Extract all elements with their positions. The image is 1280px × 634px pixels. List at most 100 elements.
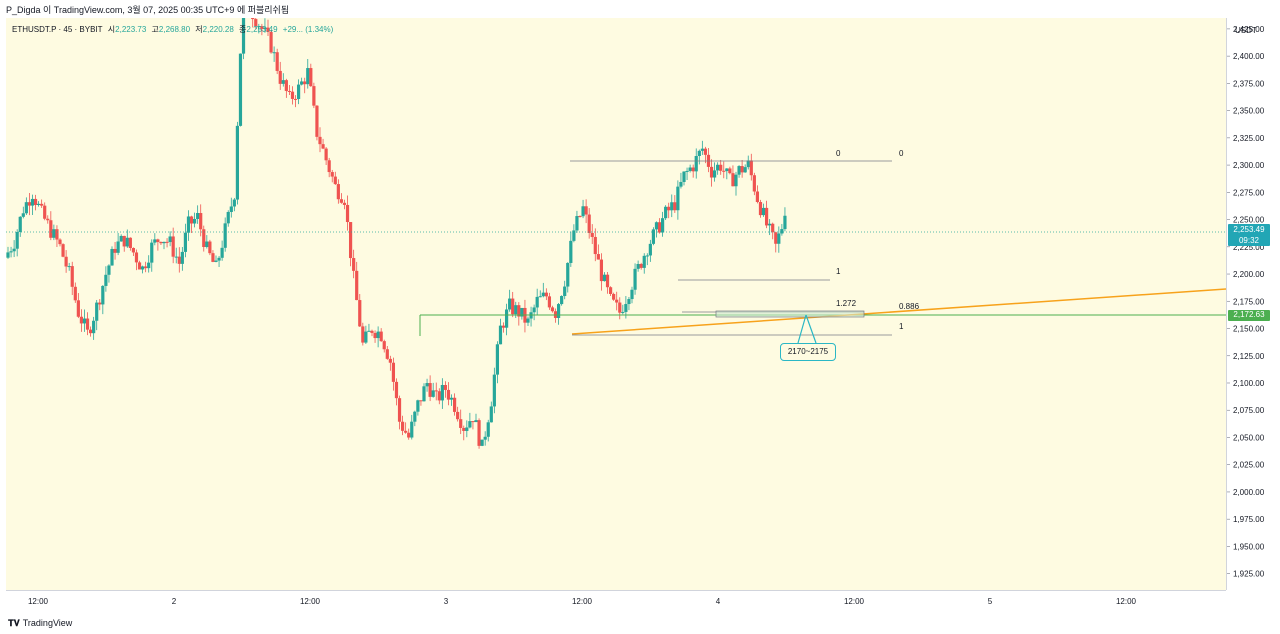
candle-up [15, 232, 19, 249]
candle-down [88, 329, 93, 334]
candle-down [511, 298, 515, 315]
candle-up [633, 268, 637, 290]
candle-up [712, 170, 717, 178]
candle-up [575, 216, 579, 231]
candle-down [46, 218, 50, 221]
candle-down [278, 70, 282, 84]
candle-up [648, 243, 652, 256]
candle-up [526, 318, 530, 323]
y-tick-label: 2,225.00 [1233, 243, 1265, 252]
candle-up [768, 223, 772, 226]
candle-down [428, 383, 432, 397]
candle-up [153, 239, 157, 243]
candle-down [339, 199, 344, 203]
fib-lower-label-0886: 0.886 [899, 302, 920, 311]
price-axis[interactable]: USDT 2,425.00 2,400.00 2,375.00 2,350.00 2,3… [1226, 18, 1275, 590]
candle-down [722, 170, 726, 172]
candle-down [269, 32, 273, 53]
candle-up [95, 302, 99, 321]
candle-up [602, 274, 607, 282]
y-tick-label: 2,275.00 [1233, 188, 1265, 197]
candle-down [293, 98, 298, 100]
candle-up [30, 198, 35, 206]
candle-down [755, 191, 760, 203]
candle-up [24, 202, 28, 214]
candle-down [122, 235, 126, 247]
candle-up [694, 156, 698, 172]
candle-down [550, 307, 555, 312]
chart-panel[interactable]: 0 0 1 1.272 0.886 1 ETHUSDT.P · 45 · BYB… [6, 18, 1226, 590]
candle-up [627, 299, 631, 305]
candle-up [263, 27, 267, 30]
candle-down [471, 421, 475, 423]
candle-up [205, 241, 209, 247]
candle-up [465, 427, 469, 431]
publish-header: P_Digda 이 TradingView.com, 3월 07, 2025 0… [0, 0, 1280, 18]
candle-down [728, 168, 732, 174]
candle-up [214, 260, 218, 262]
y-tick-label: 1,925.00 [1233, 570, 1265, 579]
candle-up [700, 148, 704, 151]
candle-up [238, 53, 243, 126]
candle-down [98, 302, 102, 305]
candle-down [462, 427, 466, 431]
candle-down [578, 216, 582, 218]
candle-down [452, 397, 457, 412]
candle-down [70, 266, 74, 287]
candle-down [590, 232, 594, 237]
candle-up [186, 216, 191, 233]
candle-up [474, 420, 478, 423]
candles-group [6, 18, 787, 449]
y-tick-label: 2,025.00 [1233, 461, 1265, 470]
y-tick-label: 2,175.00 [1233, 297, 1265, 306]
candle-up [67, 266, 71, 268]
candle-up [147, 262, 151, 269]
candle-up [737, 166, 741, 175]
candle-down [764, 207, 769, 226]
x-tick-label: 12:00 [844, 597, 865, 606]
candle-down [605, 274, 610, 288]
candle-down [691, 167, 695, 172]
candle-up [514, 305, 518, 315]
candle-down [202, 229, 206, 247]
candle-down [40, 203, 44, 206]
candle-down [407, 432, 411, 438]
y-tick-label: 2,350.00 [1233, 107, 1265, 116]
brand: 𝐓𝐕 TradingView [8, 618, 72, 629]
candle-up [116, 241, 120, 253]
candle-up [780, 229, 784, 234]
candle-down [612, 293, 616, 300]
candle-up [300, 81, 304, 85]
candle-down [517, 305, 521, 317]
time-axis-ticks: 12:00212:00312:00412:00512:00612:00712:0… [28, 597, 1265, 606]
candle-down [758, 202, 763, 216]
candle-down [284, 80, 288, 91]
candle-up [541, 292, 545, 297]
callout-pointer-a [797, 314, 807, 344]
last-price-value: 2,253.49 [1233, 225, 1265, 234]
candle-down [342, 202, 347, 205]
candlestick-chart[interactable]: 0 0 1 1.272 0.886 1 [6, 18, 1226, 590]
level-price-tag: 2,172.63 [1228, 310, 1270, 321]
x-tick-label: 12:00 [1116, 597, 1137, 606]
y-tick-label: 1,950.00 [1233, 542, 1265, 551]
x-tick-label: 4 [716, 597, 721, 606]
candle-down [615, 299, 619, 303]
candle-up [725, 168, 729, 172]
candle-up [783, 215, 787, 230]
candle-up [688, 167, 692, 171]
candle-up [743, 167, 747, 173]
x-tick-label: 5 [988, 597, 993, 606]
time-axis[interactable]: 12:00212:00312:00412:00512:00612:00712:0… [6, 590, 1265, 611]
high-label: 고 [151, 25, 159, 34]
candle-up [36, 203, 41, 206]
candle-up [654, 222, 659, 230]
candle-down [55, 229, 59, 240]
candle-down [260, 26, 264, 30]
candle-down [64, 256, 68, 267]
candle-up [572, 230, 576, 241]
candle-up [150, 242, 154, 263]
symbol-legend: ETHUSDT.P · 45 · BYBIT 시2,223.73 고2,268.… [12, 24, 333, 35]
y-tick-label: 2,400.00 [1233, 52, 1265, 61]
candle-down [336, 184, 340, 200]
